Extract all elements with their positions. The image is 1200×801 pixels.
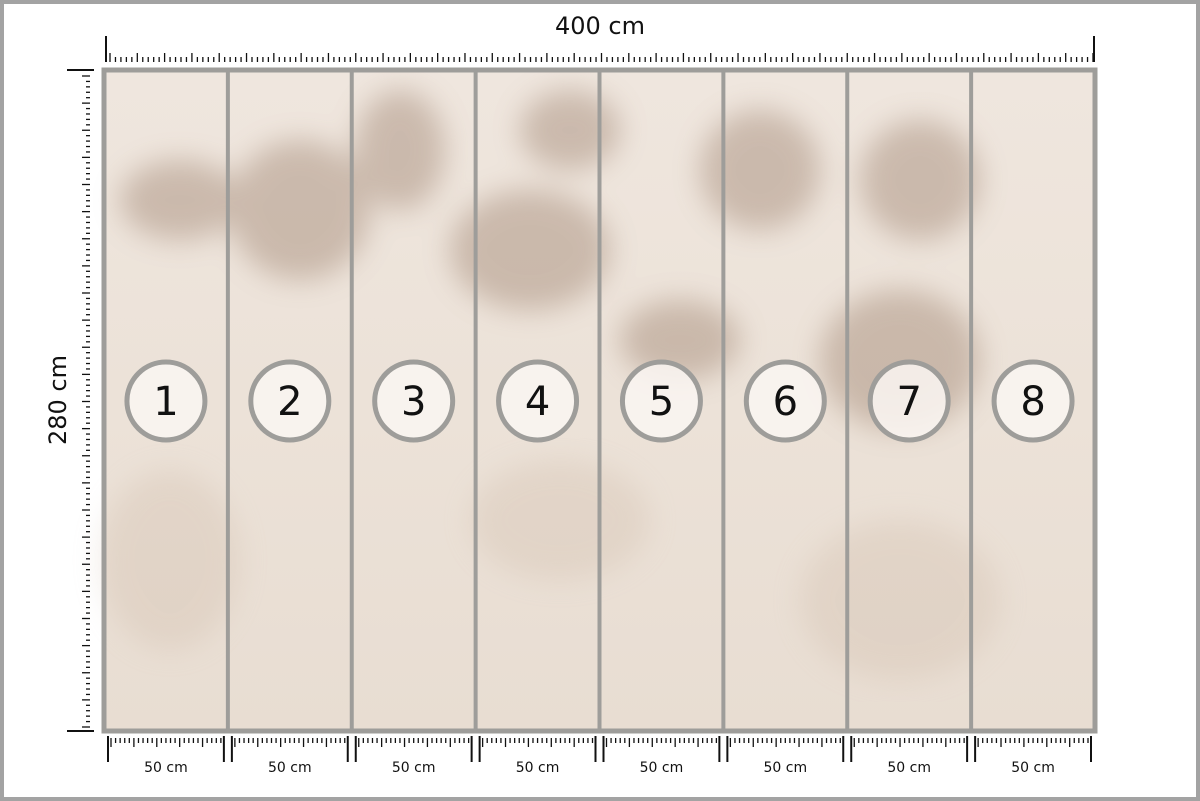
panel-width-label: 50 cm [144, 760, 188, 776]
panel-number: 4 [525, 379, 550, 425]
panel-width-label: 50 cm [764, 760, 808, 776]
panel-width-label: 50 cm [268, 760, 312, 776]
panel-width-label: 50 cm [640, 760, 684, 776]
panel-6: 6 [743, 359, 827, 443]
panel-4: 4 [496, 359, 580, 443]
panel-width-label: 50 cm [887, 760, 931, 776]
panel-8: 8 [991, 359, 1075, 443]
panel-grid: 1 2 3 4 5 6 7 8 [101, 67, 1098, 734]
panel-3: 3 [372, 359, 456, 443]
width-label: 400 cm [555, 12, 645, 40]
rulers: 50 cm 50 cm 50 cm 50 cm 50 cm 50 cm 50 cm 50 cm [67, 36, 1095, 776]
panel-number: 7 [896, 379, 921, 425]
panel-number: 8 [1020, 379, 1045, 425]
panel-number-circle [743, 359, 827, 443]
panel-7: 7 [867, 359, 951, 443]
panel-number: 3 [401, 379, 426, 425]
panel-width-label: 50 cm [516, 760, 560, 776]
panel-width-label: 50 cm [392, 760, 436, 776]
panel-number-circle [991, 359, 1075, 443]
panel-number-circle [372, 359, 456, 443]
panel-width-label: 50 cm [1011, 760, 1055, 776]
panel-number: 5 [649, 379, 674, 425]
panel-number-circle [124, 359, 208, 443]
panel-1: 1 [124, 359, 208, 443]
panel-number-circle [619, 359, 703, 443]
panel-2: 2 [248, 359, 332, 443]
panel-number: 2 [277, 379, 302, 425]
panel-number-circle [496, 359, 580, 443]
panel-number: 1 [153, 379, 178, 425]
panel-number-circle [867, 359, 951, 443]
panel-number: 6 [773, 379, 798, 425]
height-label: 280 cm [44, 355, 72, 445]
panel-5: 5 [619, 359, 703, 443]
panel-number-circle [248, 359, 332, 443]
